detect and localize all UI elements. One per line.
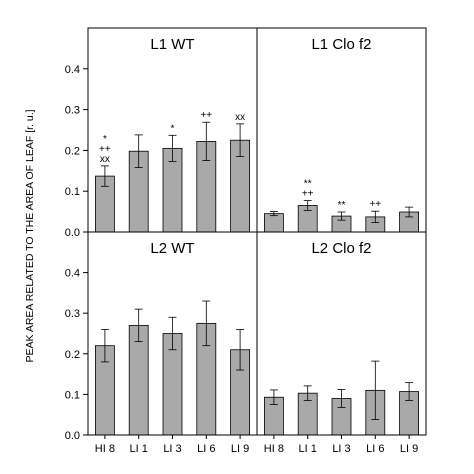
y-tick-label: 0.1 xyxy=(65,186,80,198)
x-tick-label: LI 3 xyxy=(163,443,181,455)
y-tick-label: 0.2 xyxy=(65,349,80,361)
panel-title: L1 Clo f2 xyxy=(311,36,371,53)
y-tick-label: 0.4 xyxy=(65,64,80,76)
panel-title: L1 WT xyxy=(150,36,194,53)
x-tick-label: LI 3 xyxy=(332,443,350,455)
y-tick-label: 0.0 xyxy=(65,227,80,239)
y-axis-label: PEAK AREA RELATED TO THE AREA OF LEAF [r… xyxy=(24,109,36,362)
significance-label: xx xyxy=(100,154,110,165)
x-tick-label: LI 9 xyxy=(231,443,249,455)
significance-label: * xyxy=(171,123,175,134)
significance-label: ++ xyxy=(369,199,381,210)
significance-label: * xyxy=(103,134,107,145)
x-tick-label: LI 1 xyxy=(130,443,148,455)
x-tick-label: LI 6 xyxy=(197,443,215,455)
significance-label: ++ xyxy=(302,189,314,200)
x-tick-label: HI 8 xyxy=(264,443,284,455)
significance-label: ** xyxy=(338,200,346,211)
x-tick-label: LI 6 xyxy=(366,443,384,455)
y-tick-label: 0.3 xyxy=(65,308,80,320)
significance-label: xx xyxy=(235,112,245,123)
significance-label: ** xyxy=(304,179,312,190)
bar-2-1 xyxy=(263,213,284,233)
panel-title: L2 Clo f2 xyxy=(311,240,371,257)
x-tick-label: LI 9 xyxy=(400,443,418,455)
panel-frame xyxy=(256,231,427,436)
y-tick-label: 0.4 xyxy=(65,268,80,280)
y-tick-label: 0.3 xyxy=(65,105,80,117)
panel-title: L2 WT xyxy=(150,240,194,257)
y-tick-label: 0.2 xyxy=(65,145,80,157)
x-tick-label: LI 1 xyxy=(299,443,317,455)
x-tick-label: HI 8 xyxy=(95,443,115,455)
significance-label: ++ xyxy=(99,144,111,155)
significance-label: ++ xyxy=(200,110,212,121)
y-tick-label: 0.1 xyxy=(65,389,80,401)
y-tick-label: 0.0 xyxy=(65,430,80,442)
